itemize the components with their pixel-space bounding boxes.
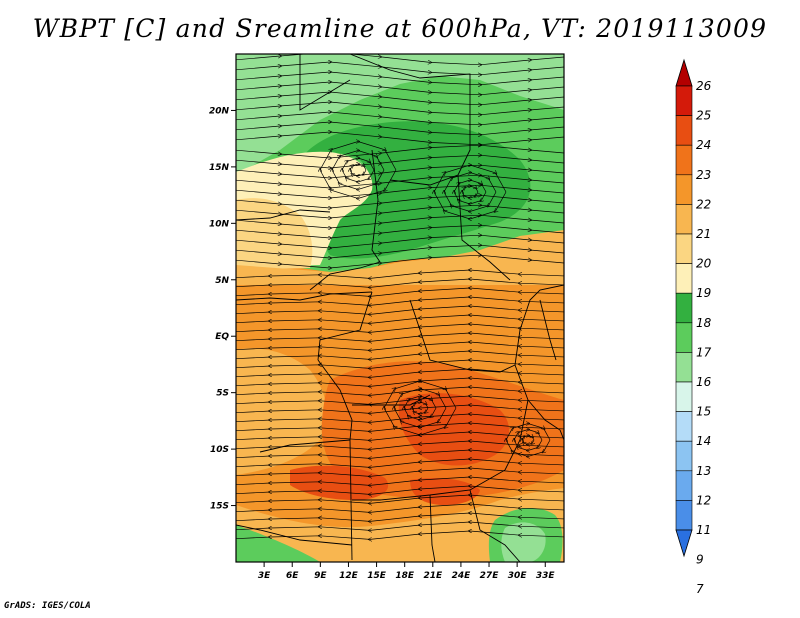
lat-tick-label: 10N: [209, 219, 230, 229]
streamline: [236, 255, 564, 268]
colorbar-segment: [675, 85, 693, 116]
colorbar-segment: [675, 204, 693, 235]
lon-tick-label: 27E: [480, 571, 500, 581]
colorbar-segment: [675, 500, 693, 531]
colorbar-segment: [675, 263, 693, 294]
colorbar-label: 20: [696, 257, 712, 271]
lon-tick-label: 21E: [423, 571, 443, 581]
colorbar-segment: [675, 233, 693, 264]
lon-tick-label: 3E: [258, 571, 271, 581]
country-borders: [236, 54, 564, 562]
lon-tick-label: 24E: [452, 571, 472, 581]
lat-tick-label: 15N: [209, 163, 230, 173]
colorbar-segment: [675, 352, 693, 383]
streamline: [236, 495, 564, 503]
streamline: [236, 477, 564, 485]
colorbar-segment: [675, 440, 693, 472]
streamline: [236, 324, 564, 332]
colorbar-segment: [675, 174, 693, 205]
lat-tick-label: EQ: [215, 332, 229, 342]
colorbar-label: 25: [696, 109, 711, 123]
lon-tick-label: 30E: [508, 571, 528, 581]
streamline: [236, 297, 564, 305]
colorbar-segment: [675, 470, 693, 501]
streamline: [236, 513, 564, 521]
lon-tick-label: 15E: [367, 571, 387, 581]
streamline: [236, 315, 564, 323]
streamline: [236, 522, 564, 530]
streamline: [236, 459, 564, 467]
streamline: [320, 142, 397, 199]
streamline: [236, 333, 564, 341]
colorbar-label: 15: [696, 405, 711, 419]
wbpt-field: [236, 54, 564, 562]
colorbar-label: 21: [696, 227, 711, 241]
lon-tick-label: 33E: [536, 571, 556, 581]
colorbar-label: 26: [696, 79, 712, 93]
map-frame: [235, 53, 565, 563]
colorbar-segment: [675, 292, 693, 324]
colorbar-label: 22: [696, 197, 711, 211]
streamline: [236, 132, 564, 145]
wbpt-region: [501, 522, 546, 562]
streamline: [236, 288, 564, 296]
colorbar-label: 23: [696, 168, 711, 182]
colorbar-label: 24: [696, 138, 711, 152]
colorbar-label: 9: [696, 553, 704, 567]
streamline: [236, 531, 564, 539]
lon-tick-label: 6E: [286, 571, 299, 581]
lat-tick-label: 5S: [216, 389, 229, 399]
streamline: [384, 381, 457, 435]
streamline: [236, 270, 564, 278]
streamlines: [236, 54, 564, 539]
grads-credit: GrADS: IGES/COLA: [4, 601, 91, 611]
colorbar-top-arrow: [675, 58, 693, 87]
streamline: [434, 165, 507, 219]
colorbar-label: 16: [696, 375, 712, 389]
streamline: [236, 468, 564, 476]
colorbar-label: 14: [696, 434, 711, 448]
lon-tick-label: 9E: [314, 571, 327, 581]
colorbar-label: 11: [696, 523, 711, 537]
streamline: [236, 279, 564, 287]
wbpt-region: [236, 525, 320, 562]
lon-tick-label: 12E: [339, 571, 359, 581]
chart-title: WBPT [C] and Sreamline at 600hPa, VT: 20…: [32, 14, 768, 43]
colorbar-label: 7: [696, 582, 704, 596]
colorbar-label: 12: [696, 493, 711, 507]
lon-tick-label: 18E: [395, 571, 415, 581]
streamline: [236, 360, 564, 368]
streamline: [506, 424, 551, 457]
colorbar-label: 13: [696, 464, 711, 478]
colorbar-label: 17: [696, 345, 712, 359]
streamline: [236, 342, 564, 350]
colorbar-bottom-arrow: [675, 529, 693, 558]
colorbar-segment: [675, 115, 693, 146]
streamline: [236, 504, 564, 512]
colorbar-segment: [675, 144, 693, 176]
colorbar-segment: [675, 322, 693, 353]
colorbar-segment: [675, 381, 693, 412]
streamline: [236, 306, 564, 314]
streamline: [236, 486, 564, 494]
streamline: [236, 369, 564, 377]
lat-tick-label: 5N: [215, 276, 229, 286]
latitude-axis: 20N 15N 10N 5N EQ 5S 10S 15S: [209, 106, 236, 512]
streamline: [236, 351, 564, 359]
colorbar: 26 25 24 23 22 21 20 19 18 17 16 15 14 13 12 11 9 7: [675, 58, 712, 596]
lat-tick-label: 15S: [210, 502, 229, 512]
colorbar-label: 19: [696, 286, 711, 300]
colorbar-segment: [675, 411, 693, 442]
colorbar-label: 18: [696, 316, 712, 330]
longitude-axis: 3E 6E 9E 12E 15E 18E 21E 24E 27E 30E 33E: [258, 562, 556, 581]
lat-tick-label: 20N: [209, 106, 230, 116]
lat-tick-label: 10S: [210, 445, 229, 455]
